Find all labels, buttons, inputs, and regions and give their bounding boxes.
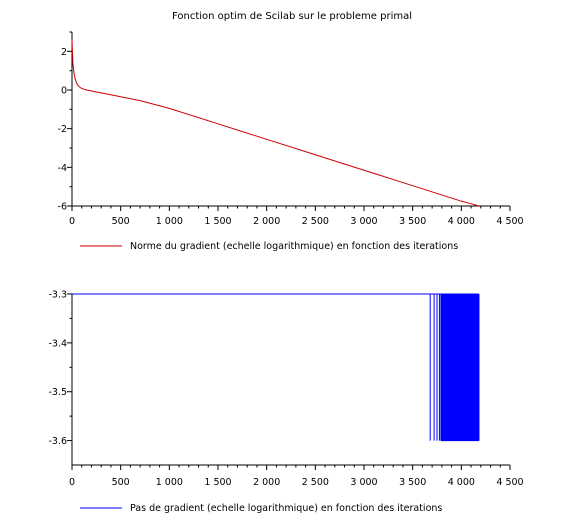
x-tick-label: 1 500 [204, 477, 231, 488]
y-tick-label: -3.3 [48, 290, 67, 301]
x-tick-label: 4 000 [448, 477, 475, 488]
series-line-norme-gradient [71, 39, 479, 207]
legend-label: Pas de gradient (echelle logarithmique) … [130, 503, 442, 514]
legend: Norme du gradient (echelle logarithmique… [80, 241, 458, 252]
y-tick-label: -3.5 [48, 387, 67, 398]
x-tick-label: 2 000 [253, 216, 280, 227]
x-tick-label: 4 000 [448, 216, 475, 227]
x-tick-label: 500 [112, 216, 130, 227]
x-tick-label: 1 000 [156, 477, 183, 488]
legend-label: Norme du gradient (echelle logarithmique… [130, 241, 458, 252]
legend: Pas de gradient (echelle logarithmique) … [80, 503, 442, 514]
series-group [71, 39, 479, 207]
y-tick-label: -3.6 [48, 436, 67, 447]
x-tick-label: 3 500 [399, 216, 426, 227]
x-tick-label: 1 000 [156, 216, 183, 227]
x-tick-label: 4 500 [496, 216, 523, 227]
x-tick-label: 3 000 [350, 216, 377, 227]
x-tick-label: 3 500 [399, 477, 426, 488]
x-tick-label: 2 500 [302, 477, 329, 488]
axes: 0 500 1 000 1 500 2 000 2 500 3 000 3 500 4 000 4… [58, 31, 524, 227]
y-tick-label: -4 [58, 163, 67, 174]
chart-norme-gradient: Fonction optim de Scilab sur le probleme… [58, 11, 524, 252]
x-tick-label: 4 500 [496, 477, 523, 488]
series-group [72, 293, 480, 442]
x-tick-label: 2 000 [253, 477, 280, 488]
x-tick-label: 0 [69, 477, 75, 488]
chart-pas-gradient: 0 500 1 000 1 500 2 000 2 500 3 000 3 500 4 000 4… [48, 290, 523, 515]
y-tick-label: 0 [61, 86, 67, 97]
y-tick-label: -3.4 [48, 338, 67, 349]
x-tick-label: 0 [69, 216, 75, 227]
x-tick-label: 500 [112, 477, 130, 488]
y-tick-label: 2 [61, 47, 67, 58]
y-tick-label: -6 [58, 202, 67, 213]
x-tick-label: 3 000 [350, 477, 377, 488]
x-tick-label: 1 500 [204, 216, 231, 227]
x-tick-label: 2 500 [302, 216, 329, 227]
y-tick-label: -2 [58, 124, 67, 135]
axes: 0 500 1 000 1 500 2 000 2 500 3 000 3 500 4 000 4… [48, 290, 523, 489]
chart-title: Fonction optim de Scilab sur le probleme… [172, 11, 412, 22]
